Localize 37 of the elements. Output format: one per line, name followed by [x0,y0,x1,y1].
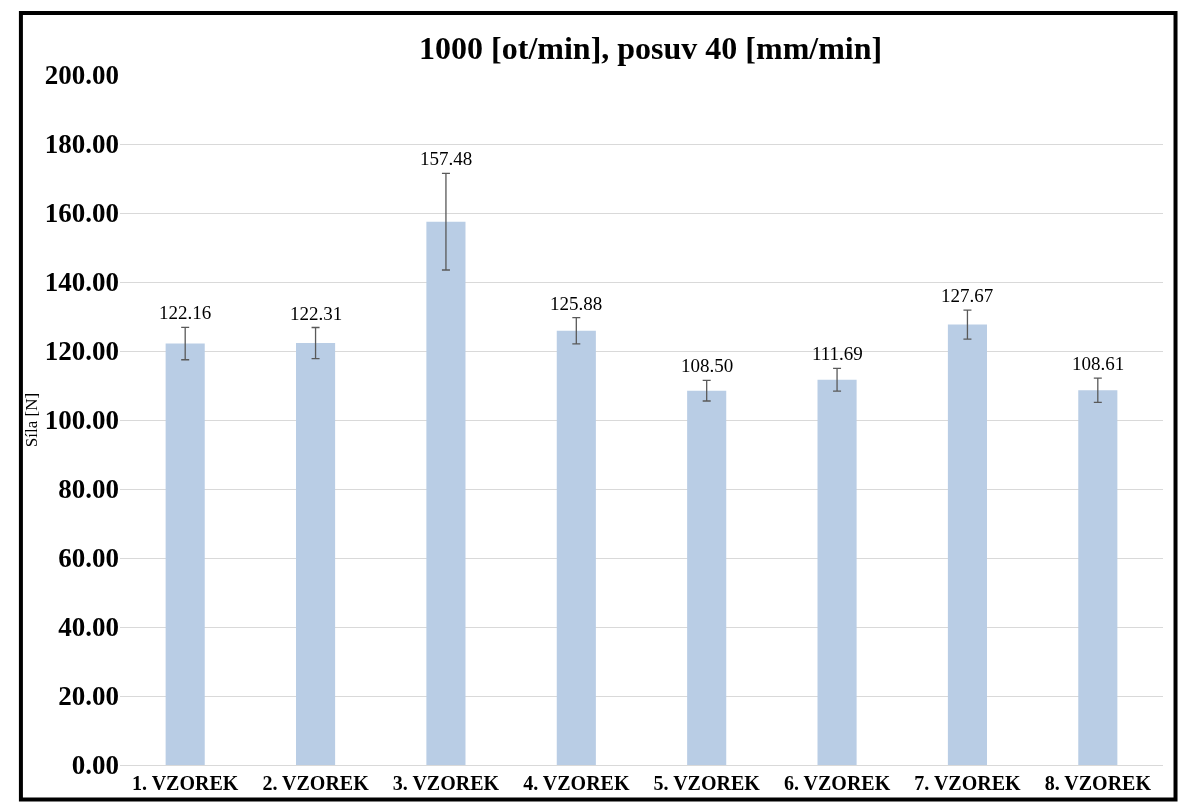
y-tick-label: 0.00 [71,750,119,781]
x-tick-label: 6. VZOREK [783,772,891,794]
y-tick-label: 60.00 [58,543,119,574]
data-label: 127.67 [941,285,994,306]
x-tick-label: 7. VZOREK [914,772,1022,794]
data-label: 125.88 [550,293,603,314]
x-tick-label: 5. VZOREK [653,772,761,794]
x-tick-label: 1. VZOREK [132,772,239,794]
data-label: 157.48 [420,148,473,169]
bar [1078,390,1118,765]
x-tick-label: 4. VZOREK [523,772,630,794]
y-tick-label: 20.00 [58,681,119,712]
bar [165,343,205,765]
chart-title: 1000 [ot/min], posuv 40 [mm/min] [419,29,883,66]
bar [426,221,466,765]
bar [817,379,857,765]
x-tick-label: 2. VZOREK [262,772,370,794]
y-tick-label: 120.00 [44,336,119,367]
data-label: 122.31 [290,303,343,324]
bar [947,324,987,765]
y-tick-label: 40.00 [58,612,119,643]
data-label: 108.50 [681,355,734,376]
x-tick-label: 8. VZOREK [1044,772,1152,794]
y-tick-label: 200.00 [44,60,119,91]
y-tick-label: 80.00 [58,474,119,505]
y-tick-label: 140.00 [44,267,119,298]
bar [687,390,727,765]
bar [556,330,596,765]
y-tick-label: 180.00 [44,129,119,160]
y-tick-label: 100.00 [44,405,119,436]
x-tick-label: 3. VZOREK [392,772,500,794]
bar [296,343,336,765]
y-tick-label: 160.00 [44,198,119,229]
y-axis-title: Síla [N] [22,392,42,448]
data-label: 122.16 [159,302,212,323]
data-label: 111.69 [812,343,863,364]
data-label: 108.61 [1072,353,1125,374]
